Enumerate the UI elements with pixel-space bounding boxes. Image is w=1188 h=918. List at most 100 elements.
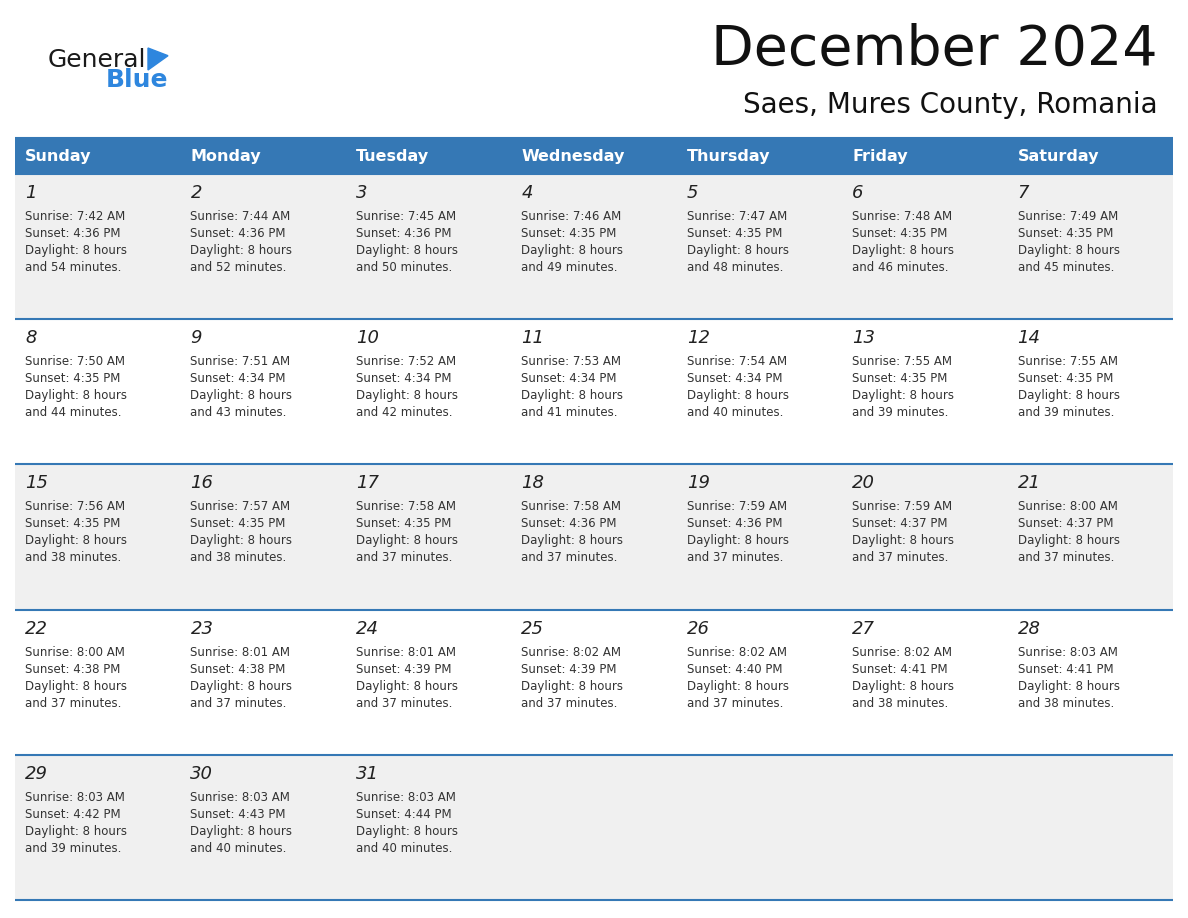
Text: and 39 minutes.: and 39 minutes. (1018, 406, 1114, 420)
Text: Daylight: 8 hours: Daylight: 8 hours (25, 534, 127, 547)
Text: 19: 19 (687, 475, 709, 492)
Text: Sunrise: 8:00 AM: Sunrise: 8:00 AM (25, 645, 125, 658)
Text: Sunrise: 7:44 AM: Sunrise: 7:44 AM (190, 210, 291, 223)
Text: 14: 14 (1018, 330, 1041, 347)
Text: Sunset: 4:39 PM: Sunset: 4:39 PM (356, 663, 451, 676)
Text: Sunset: 4:36 PM: Sunset: 4:36 PM (190, 227, 286, 240)
Text: Sunset: 4:34 PM: Sunset: 4:34 PM (522, 372, 617, 386)
Text: Daylight: 8 hours: Daylight: 8 hours (522, 244, 624, 257)
Text: Sunset: 4:37 PM: Sunset: 4:37 PM (852, 518, 948, 531)
Text: Sunrise: 7:59 AM: Sunrise: 7:59 AM (852, 500, 953, 513)
Text: 18: 18 (522, 475, 544, 492)
Text: 22: 22 (25, 620, 48, 638)
Text: 20: 20 (852, 475, 876, 492)
Text: Sunrise: 7:49 AM: Sunrise: 7:49 AM (1018, 210, 1118, 223)
Bar (677, 138, 842, 174)
Text: 24: 24 (356, 620, 379, 638)
Text: and 37 minutes.: and 37 minutes. (356, 552, 453, 565)
Text: Daylight: 8 hours: Daylight: 8 hours (356, 244, 457, 257)
Text: Sunrise: 8:03 AM: Sunrise: 8:03 AM (1018, 645, 1118, 658)
Text: 31: 31 (356, 765, 379, 783)
Text: Sunset: 4:35 PM: Sunset: 4:35 PM (1018, 372, 1113, 386)
Text: and 46 minutes.: and 46 minutes. (852, 261, 949, 274)
Text: Monday: Monday (190, 149, 261, 163)
Text: 26: 26 (687, 620, 709, 638)
Text: Sunset: 4:34 PM: Sunset: 4:34 PM (356, 372, 451, 386)
Text: Sunset: 4:41 PM: Sunset: 4:41 PM (1018, 663, 1113, 676)
Text: Sunrise: 7:47 AM: Sunrise: 7:47 AM (687, 210, 786, 223)
Text: Daylight: 8 hours: Daylight: 8 hours (687, 244, 789, 257)
Text: Daylight: 8 hours: Daylight: 8 hours (852, 244, 954, 257)
Text: Daylight: 8 hours: Daylight: 8 hours (356, 534, 457, 547)
Text: Daylight: 8 hours: Daylight: 8 hours (687, 679, 789, 692)
Text: Daylight: 8 hours: Daylight: 8 hours (190, 244, 292, 257)
Text: and 52 minutes.: and 52 minutes. (190, 261, 286, 274)
Text: and 38 minutes.: and 38 minutes. (25, 552, 121, 565)
Text: Daylight: 8 hours: Daylight: 8 hours (190, 679, 292, 692)
Text: 1: 1 (25, 184, 37, 202)
Text: and 54 minutes.: and 54 minutes. (25, 261, 121, 274)
Bar (346, 138, 511, 174)
Text: Sunset: 4:43 PM: Sunset: 4:43 PM (190, 808, 286, 821)
Text: 30: 30 (190, 765, 214, 783)
Text: Daylight: 8 hours: Daylight: 8 hours (852, 679, 954, 692)
Text: Thursday: Thursday (687, 149, 770, 163)
Text: Sunrise: 7:58 AM: Sunrise: 7:58 AM (522, 500, 621, 513)
Text: 27: 27 (852, 620, 876, 638)
Text: Blue: Blue (106, 68, 169, 92)
Text: and 49 minutes.: and 49 minutes. (522, 261, 618, 274)
Text: and 40 minutes.: and 40 minutes. (190, 842, 286, 855)
Text: Sunrise: 7:42 AM: Sunrise: 7:42 AM (25, 210, 125, 223)
Bar (842, 138, 1007, 174)
Text: 4: 4 (522, 184, 532, 202)
Text: Sunset: 4:44 PM: Sunset: 4:44 PM (356, 808, 451, 821)
Text: and 45 minutes.: and 45 minutes. (1018, 261, 1114, 274)
Text: Sunset: 4:36 PM: Sunset: 4:36 PM (522, 518, 617, 531)
Text: Daylight: 8 hours: Daylight: 8 hours (25, 389, 127, 402)
Text: 3: 3 (356, 184, 367, 202)
Text: Sunrise: 7:54 AM: Sunrise: 7:54 AM (687, 355, 786, 368)
Text: Sunrise: 7:53 AM: Sunrise: 7:53 AM (522, 355, 621, 368)
Text: and 43 minutes.: and 43 minutes. (190, 406, 286, 420)
Text: Daylight: 8 hours: Daylight: 8 hours (1018, 534, 1119, 547)
Text: and 39 minutes.: and 39 minutes. (852, 406, 948, 420)
Text: and 40 minutes.: and 40 minutes. (687, 406, 783, 420)
Text: 5: 5 (687, 184, 699, 202)
Text: Sunrise: 8:03 AM: Sunrise: 8:03 AM (356, 790, 456, 804)
Text: Sunrise: 8:02 AM: Sunrise: 8:02 AM (687, 645, 786, 658)
Text: Sunset: 4:39 PM: Sunset: 4:39 PM (522, 663, 617, 676)
Text: Sunset: 4:42 PM: Sunset: 4:42 PM (25, 808, 121, 821)
Text: Sunset: 4:36 PM: Sunset: 4:36 PM (687, 518, 782, 531)
Text: Daylight: 8 hours: Daylight: 8 hours (1018, 389, 1119, 402)
Text: and 37 minutes.: and 37 minutes. (687, 552, 783, 565)
Text: Sunday: Sunday (25, 149, 91, 163)
Text: Sunrise: 7:52 AM: Sunrise: 7:52 AM (356, 355, 456, 368)
Text: Daylight: 8 hours: Daylight: 8 hours (1018, 244, 1119, 257)
Text: and 37 minutes.: and 37 minutes. (190, 697, 286, 710)
Text: Sunrise: 8:03 AM: Sunrise: 8:03 AM (25, 790, 125, 804)
Text: 13: 13 (852, 330, 876, 347)
Text: Sunrise: 7:45 AM: Sunrise: 7:45 AM (356, 210, 456, 223)
Text: Daylight: 8 hours: Daylight: 8 hours (25, 824, 127, 838)
Text: Sunrise: 7:48 AM: Sunrise: 7:48 AM (852, 210, 953, 223)
Text: Sunset: 4:35 PM: Sunset: 4:35 PM (687, 227, 782, 240)
Text: Sunset: 4:34 PM: Sunset: 4:34 PM (687, 372, 782, 386)
Bar (15, 319, 1173, 465)
Text: Daylight: 8 hours: Daylight: 8 hours (25, 679, 127, 692)
Text: Daylight: 8 hours: Daylight: 8 hours (356, 824, 457, 838)
Text: 25: 25 (522, 620, 544, 638)
Text: Tuesday: Tuesday (356, 149, 429, 163)
Text: 23: 23 (190, 620, 214, 638)
Text: Sunset: 4:35 PM: Sunset: 4:35 PM (522, 227, 617, 240)
Text: and 38 minutes.: and 38 minutes. (1018, 697, 1114, 710)
Text: and 39 minutes.: and 39 minutes. (25, 842, 121, 855)
Text: Daylight: 8 hours: Daylight: 8 hours (356, 389, 457, 402)
Text: Sunset: 4:36 PM: Sunset: 4:36 PM (356, 227, 451, 240)
Text: and 37 minutes.: and 37 minutes. (522, 552, 618, 565)
Polygon shape (148, 48, 168, 70)
Text: Sunset: 4:35 PM: Sunset: 4:35 PM (25, 372, 120, 386)
Text: 2: 2 (190, 184, 202, 202)
Text: and 48 minutes.: and 48 minutes. (687, 261, 783, 274)
Text: and 37 minutes.: and 37 minutes. (687, 697, 783, 710)
Bar (181, 138, 346, 174)
